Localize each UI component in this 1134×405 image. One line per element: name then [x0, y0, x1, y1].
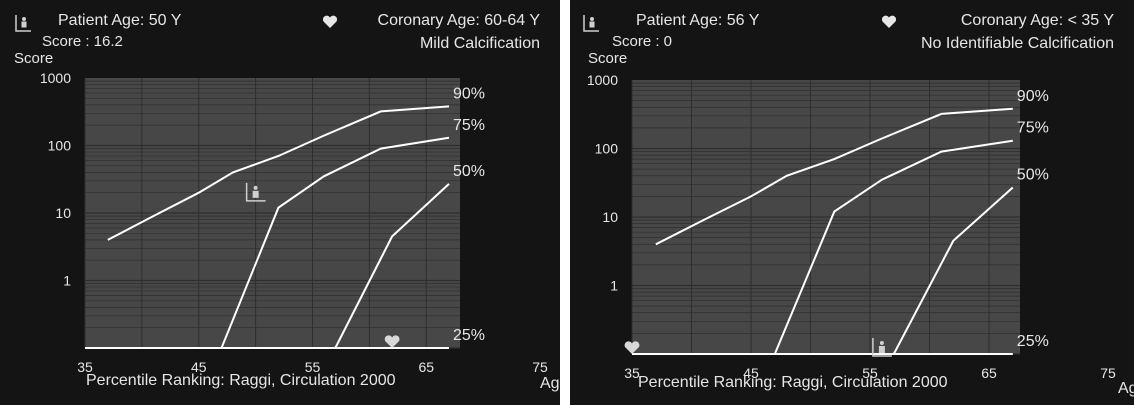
- score-percentile-chart: 1 10 100 1000 35 45 55 65 75 90% 75% 50% 25%: [40, 70, 548, 375]
- patient-marker-icon: [245, 182, 266, 202]
- y-tick-label: 100: [595, 141, 619, 157]
- score-percentile-chart: 1 10 100 1000 35 45 55 65 75 90% 75% 50% 25%: [587, 72, 1116, 381]
- series-label: 75%: [453, 117, 485, 134]
- series-line: [892, 186, 1014, 355]
- x-tick-label: 75: [532, 359, 548, 375]
- series-line: [220, 136, 450, 349]
- series-line: [655, 107, 1013, 246]
- y-tick-label: 1000: [587, 72, 618, 88]
- series-label: 90%: [1017, 88, 1049, 105]
- series-label: 50%: [453, 163, 485, 180]
- x-axis-title: Ag: [1118, 380, 1134, 397]
- coronary-age: Coronary Age: 60-64 Y: [377, 12, 540, 29]
- x-axis-title: Ag: [540, 375, 560, 392]
- x-tick-label: 45: [743, 365, 759, 381]
- y-tick-label: 1: [610, 278, 618, 294]
- series-label: 25%: [1017, 333, 1049, 350]
- series-line: [334, 183, 450, 349]
- heart-icon: [881, 15, 897, 28]
- series-label: 25%: [453, 327, 485, 344]
- calcification-status: No Identifiable Calcification: [921, 35, 1114, 52]
- patient-age: Patient Age: 56 Y: [636, 12, 760, 29]
- x-tick-label: 45: [191, 359, 207, 375]
- y-axis-title: Score: [14, 50, 54, 67]
- percentile-ranking-note: Percentile Ranking: Raggi, Circulation 2…: [638, 374, 948, 391]
- coronary-age-marker: [384, 335, 400, 348]
- series-label: 50%: [1017, 166, 1049, 183]
- y-tick-label: 1: [63, 273, 71, 289]
- x-tick-label: 55: [862, 365, 878, 381]
- x-tick-label: 65: [981, 365, 997, 381]
- score-value: Score : 0: [612, 33, 673, 50]
- chart-panel-left: Patient Age: 50 Y Score : 16.2 Score Cor…: [0, 0, 560, 405]
- x-tick-label: 75: [1100, 365, 1116, 381]
- coronary-age-marker: [624, 341, 640, 354]
- x-tick-label: 65: [418, 359, 434, 375]
- patient-icon: [15, 15, 31, 32]
- series-line: [107, 105, 450, 241]
- x-tick-label: 55: [305, 359, 321, 375]
- y-tick-label: 1000: [40, 70, 71, 86]
- y-tick-label: 10: [55, 205, 71, 221]
- y-tick-label: 10: [602, 209, 618, 225]
- heart-icon: [322, 15, 338, 28]
- coronary-age: Coronary Age: < 35 Y: [960, 12, 1114, 29]
- series-label: 90%: [453, 85, 485, 102]
- y-tick-label: 100: [48, 138, 72, 154]
- x-tick-label: 35: [624, 365, 640, 381]
- y-axis-title: Score: [588, 50, 628, 67]
- patient-age: Patient Age: 50 Y: [58, 12, 182, 29]
- patient-icon: [583, 15, 599, 32]
- score-value: Score : 16.2: [42, 33, 123, 50]
- series-label: 75%: [1017, 120, 1049, 137]
- series-line: [773, 139, 1013, 355]
- x-tick-label: 35: [77, 359, 93, 375]
- chart-panel-right: Patient Age: 56 Y Score : 0 Score Corona…: [570, 0, 1134, 405]
- percentile-ranking-note: Percentile Ranking: Raggi, Circulation 2…: [86, 372, 396, 389]
- patient-marker-icon: [872, 338, 892, 357]
- calcification-status: Mild Calcification: [419, 35, 540, 52]
